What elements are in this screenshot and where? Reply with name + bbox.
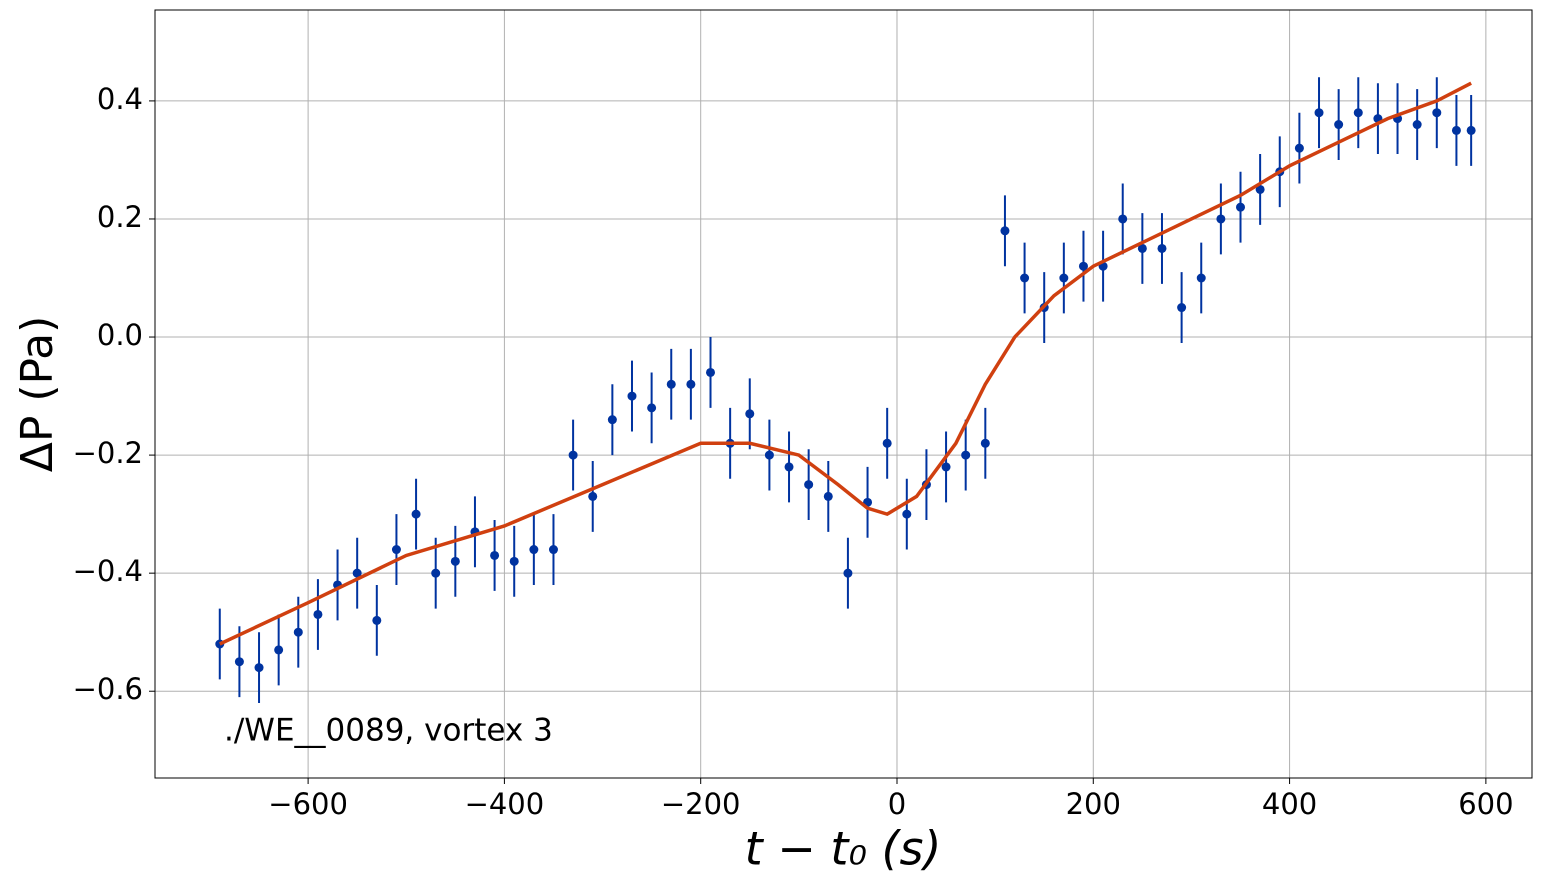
- data-point: [1020, 273, 1030, 283]
- data-point: [1466, 125, 1476, 135]
- data-point: [843, 568, 853, 578]
- y-tick-label: 0.0: [97, 318, 143, 352]
- data-point: [293, 627, 303, 637]
- data-point: [941, 462, 951, 472]
- data-point: [588, 491, 598, 501]
- data-point: [1177, 303, 1187, 313]
- data-point: [254, 663, 264, 673]
- plot-frame: [154, 9, 1533, 779]
- data-point: [627, 391, 637, 401]
- data-point: [1078, 261, 1088, 271]
- data-point: [411, 509, 421, 519]
- annotation: ./WE__0089, vortex 3: [224, 713, 553, 749]
- data-point: [1353, 108, 1363, 118]
- x-tick-label: 400: [1262, 787, 1317, 821]
- data-point: [1294, 143, 1304, 153]
- y-tick-label: −0.2: [73, 436, 143, 470]
- data-point: [1216, 214, 1226, 224]
- x-axis-label: t − t₀ (s): [745, 822, 942, 876]
- data-point: [1432, 108, 1442, 118]
- data-point: [745, 409, 755, 419]
- y-tick-label: −0.6: [73, 672, 143, 706]
- data-point: [1196, 273, 1206, 283]
- data-point: [431, 568, 441, 578]
- x-tick-label: 0: [888, 787, 906, 821]
- data-point: [509, 556, 519, 566]
- data-point: [1255, 184, 1265, 194]
- data-point: [1236, 202, 1246, 212]
- data-point: [450, 556, 460, 566]
- data-point: [666, 379, 676, 389]
- data-point: [764, 450, 774, 460]
- data-point: [372, 615, 382, 625]
- y-tick-label: 0.2: [97, 200, 143, 234]
- data-point: [1314, 108, 1324, 118]
- data-point: [1137, 243, 1147, 253]
- data-point: [1412, 120, 1422, 130]
- x-tick-label: 200: [1066, 787, 1121, 821]
- data-point: [980, 438, 990, 448]
- data-point: [784, 462, 794, 472]
- data-point: [1451, 125, 1461, 135]
- data-point: [548, 545, 558, 555]
- data-point: [234, 657, 244, 667]
- data-point: [902, 509, 912, 519]
- data-point: [391, 545, 401, 555]
- data-point: [823, 491, 833, 501]
- x-tick-label: −600: [268, 787, 348, 821]
- data-point: [647, 403, 657, 413]
- data-point: [804, 480, 814, 490]
- data-point: [1000, 226, 1010, 236]
- data-point: [568, 450, 578, 460]
- data-point: [1118, 214, 1128, 224]
- data-point: [529, 545, 539, 555]
- data-point: [490, 550, 500, 560]
- data-point: [607, 415, 617, 425]
- data-point: [274, 645, 284, 655]
- data-point: [352, 568, 362, 578]
- x-tick-label: −200: [661, 787, 741, 821]
- y-tick-label: 0.4: [97, 82, 143, 116]
- data-point: [961, 450, 971, 460]
- x-tick-label: 600: [1458, 787, 1513, 821]
- data-point: [706, 367, 716, 377]
- data-point: [686, 379, 696, 389]
- y-tick-label: −0.4: [73, 554, 143, 588]
- fit-line: [219, 81, 1472, 646]
- data-point: [1334, 120, 1344, 130]
- y-axis-label: ΔP (Pa): [12, 316, 63, 472]
- data-point: [882, 438, 892, 448]
- data-point: [1059, 273, 1069, 283]
- data-point: [1157, 243, 1167, 253]
- x-tick-label: −400: [465, 787, 545, 821]
- data-point: [313, 609, 323, 619]
